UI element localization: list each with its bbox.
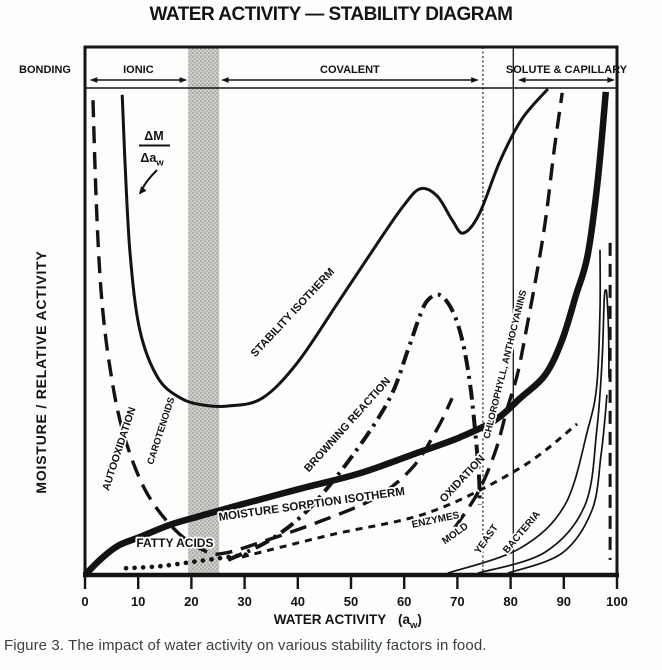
x-axis-unit: (aw) bbox=[398, 612, 422, 631]
dm-daw-annotation: ΔM Δaw bbox=[138, 129, 170, 195]
curve-autoxidation-oxidation bbox=[91, 100, 454, 556]
figure-caption: Figure 3. The impact of water activity o… bbox=[4, 637, 487, 654]
x-tick-label-80: 80 bbox=[503, 594, 517, 609]
dm-daw-denominator: Δaw bbox=[140, 151, 164, 169]
curve-yeast bbox=[477, 288, 610, 574]
band-covalent-label: COVALENT bbox=[320, 64, 380, 76]
x-tick-label-0: 0 bbox=[81, 594, 88, 609]
x-tick-label-30: 30 bbox=[237, 594, 251, 609]
curve-moisture-sorption-isotherm bbox=[82, 91, 610, 578]
dm-daw-numerator: ΔM bbox=[144, 129, 163, 143]
x-tick-label-90: 90 bbox=[557, 594, 571, 609]
denominator-text: Δa bbox=[140, 151, 157, 165]
x-tick-label-50: 50 bbox=[344, 594, 358, 609]
annotation-arrowhead bbox=[138, 186, 147, 195]
curve-stability-isotherm bbox=[120, 88, 549, 409]
band-range-0-arrowhead bbox=[179, 77, 188, 83]
x-tick-label-10: 10 bbox=[131, 594, 145, 609]
x-axis-title: WATER ACTIVITY bbox=[274, 612, 387, 627]
x-tick-label-100: 100 bbox=[606, 594, 628, 609]
curve-fatty-acids bbox=[123, 551, 253, 571]
curve-mold bbox=[447, 249, 602, 574]
band-range-1-arrowhead bbox=[221, 77, 229, 83]
label-chlorophyll-anthocyanins: CHLOROPHYLL, ANTHOCYANINS bbox=[482, 289, 530, 440]
annotation-arrow bbox=[141, 169, 158, 189]
curve-bacteria bbox=[507, 394, 608, 574]
x-unit-prefix: (a bbox=[398, 612, 410, 627]
y-axis-title: MOISTURE / RELATIVE ACTIVITY bbox=[33, 250, 49, 493]
denominator-subscript: w bbox=[155, 158, 164, 169]
curve-chlorophyll-anthocyanins bbox=[453, 92, 564, 529]
label-yeast: YEAST bbox=[473, 523, 501, 557]
x-tick-label-40: 40 bbox=[291, 594, 305, 609]
x-unit-subscript: w bbox=[409, 620, 418, 631]
label-carotenoids: CAROTENOIDS bbox=[145, 396, 177, 466]
bonding-label: BONDING bbox=[19, 64, 71, 76]
band-range-2-arrowhead bbox=[518, 77, 526, 83]
label-bacteria: BACTERIA bbox=[501, 509, 543, 556]
label-fatty-acids: FATTY ACIDS bbox=[136, 536, 213, 550]
x-tick-label-60: 60 bbox=[397, 594, 411, 609]
band-range-1-arrowhead bbox=[471, 77, 479, 83]
band-range-2-arrowhead bbox=[607, 77, 615, 83]
curve-browning-reaction bbox=[227, 292, 482, 562]
x-tick-label-70: 70 bbox=[450, 594, 464, 609]
figure-title: WATER ACTIVITY — STABILITY DIAGRAM bbox=[149, 4, 514, 25]
band-ionic-label: IONIC bbox=[123, 64, 154, 76]
label-stability-isotherm: STABILITY ISOTHERM bbox=[249, 266, 338, 360]
band-range-0-arrowhead bbox=[89, 77, 98, 83]
shaded-transition-band bbox=[188, 47, 220, 575]
x-tick-label-20: 20 bbox=[184, 594, 198, 609]
x-unit-suffix: ) bbox=[417, 612, 422, 627]
band-solute-capillary-label: SOLUTE & CAPILLARY bbox=[506, 64, 628, 76]
